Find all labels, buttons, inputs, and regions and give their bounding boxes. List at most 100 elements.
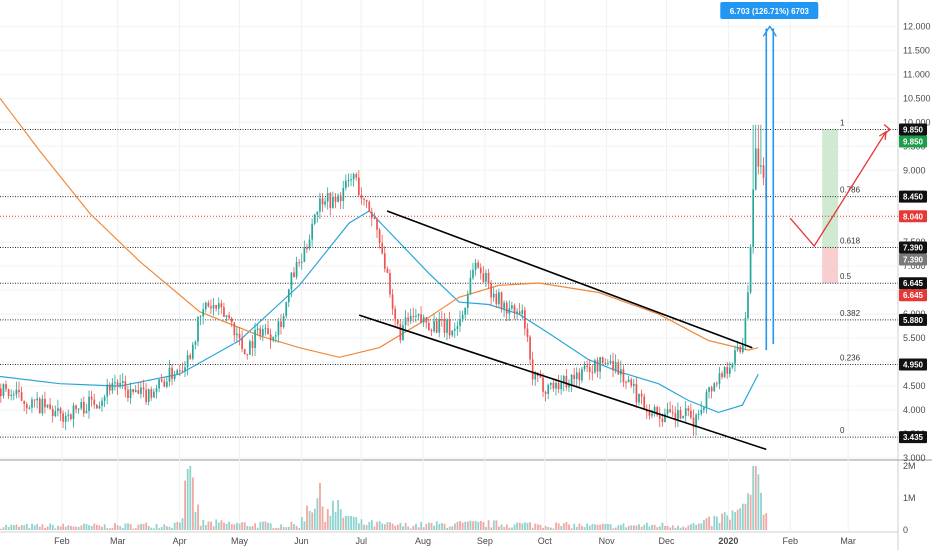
candle-body xyxy=(485,272,487,282)
candle-body xyxy=(658,415,661,419)
volume-bar xyxy=(448,526,451,530)
candle-body xyxy=(57,408,59,412)
volume-bar xyxy=(710,526,713,530)
volume-bar xyxy=(111,527,114,530)
candle-body xyxy=(490,283,493,298)
volume-bar xyxy=(119,526,122,530)
price-tick-label: 4.000 xyxy=(903,405,926,415)
candle-body xyxy=(474,262,477,270)
candle-body xyxy=(10,394,13,396)
candle-body xyxy=(648,411,651,416)
volume-bar xyxy=(358,523,360,530)
volume-bar xyxy=(363,524,365,530)
candle-body xyxy=(635,383,638,403)
volume-bar xyxy=(18,526,20,530)
volume-bar xyxy=(544,525,547,530)
candle-body xyxy=(98,406,101,409)
candle-body xyxy=(534,372,537,380)
candle-body xyxy=(472,269,474,278)
volume-bar xyxy=(441,523,443,530)
candle-body xyxy=(583,365,586,370)
candle-body xyxy=(5,384,7,390)
candle-body xyxy=(256,328,259,330)
volume-bar xyxy=(612,528,615,530)
candle-body xyxy=(607,362,609,364)
candle-body xyxy=(321,198,324,205)
candle-body xyxy=(544,391,547,394)
volume-bar xyxy=(108,528,111,530)
volume-bar xyxy=(150,527,153,530)
candle-body xyxy=(435,321,438,333)
volume-bars xyxy=(0,466,768,530)
candle-body xyxy=(664,413,666,422)
candle-body xyxy=(734,350,736,364)
volume-bar xyxy=(490,527,493,530)
candle-body xyxy=(25,404,28,409)
candle-body xyxy=(352,174,355,180)
projection-arrowhead xyxy=(878,130,887,140)
volume-bar xyxy=(98,525,101,530)
candle-body xyxy=(508,308,511,314)
candle-body xyxy=(46,404,49,408)
candle-body xyxy=(272,336,275,341)
candle-body xyxy=(591,371,594,373)
volume-bar xyxy=(420,521,423,530)
volume-bar xyxy=(80,525,83,530)
candle-body xyxy=(355,174,358,178)
volume-bar xyxy=(679,527,682,530)
price-tick-label: 4.500 xyxy=(903,381,926,391)
volume-bar xyxy=(290,521,293,530)
candle-body xyxy=(158,379,160,389)
time-tick-label: Nov xyxy=(599,536,616,546)
candle-body xyxy=(134,389,137,393)
candle-body xyxy=(516,311,518,313)
candle-body xyxy=(179,370,181,372)
volume-bar xyxy=(511,527,513,530)
volume-bar xyxy=(456,521,459,530)
volume-bar xyxy=(319,482,321,530)
volume-bar xyxy=(243,522,246,530)
volume-bar xyxy=(632,525,635,530)
candle-body xyxy=(744,318,747,346)
volume-bar xyxy=(716,516,718,530)
time-axis[interactable]: Feb Mar Apr May Jun Jul Aug Sep Oct Nov Dec 2020 Feb… xyxy=(54,536,856,546)
candle-body xyxy=(88,396,90,412)
candle-body xyxy=(287,289,290,303)
drawings[interactable]: 6.703 (126.71%) 6703 xyxy=(358,2,892,451)
volume-bar xyxy=(609,524,612,530)
volume-bar xyxy=(547,527,550,530)
volume-bar xyxy=(669,527,672,530)
candle-body xyxy=(524,310,526,329)
volume-bar xyxy=(15,524,18,530)
candle-body xyxy=(316,211,319,215)
volume-bar xyxy=(521,523,524,530)
volume-bar xyxy=(741,503,744,530)
volume-bar xyxy=(524,522,526,530)
volume-bar xyxy=(334,511,337,530)
moving-averages xyxy=(0,97,759,414)
volume-bar xyxy=(62,523,65,530)
volume-bar xyxy=(373,526,376,530)
candle-body xyxy=(446,320,448,333)
volume-bar xyxy=(747,493,749,530)
candle-body xyxy=(223,307,225,317)
candle-body xyxy=(441,319,443,321)
volume-bar xyxy=(360,519,363,530)
projection-path xyxy=(789,131,887,248)
volume-bar xyxy=(176,521,179,530)
fib-level-label: 0.618 xyxy=(840,236,861,245)
volume-bar xyxy=(472,521,474,530)
volume-bar xyxy=(588,525,591,530)
time-tick-label: Mar xyxy=(840,536,856,546)
volume-bar xyxy=(638,524,640,530)
fib-zone xyxy=(822,247,839,284)
volume-bar xyxy=(241,522,244,530)
volume-bar xyxy=(690,524,692,530)
volume-bar xyxy=(391,523,394,530)
candle-body xyxy=(632,383,635,386)
time-tick-label: May xyxy=(231,536,249,546)
volume-bar xyxy=(562,523,565,530)
candle-body xyxy=(259,328,262,336)
volume-bar xyxy=(326,508,329,530)
